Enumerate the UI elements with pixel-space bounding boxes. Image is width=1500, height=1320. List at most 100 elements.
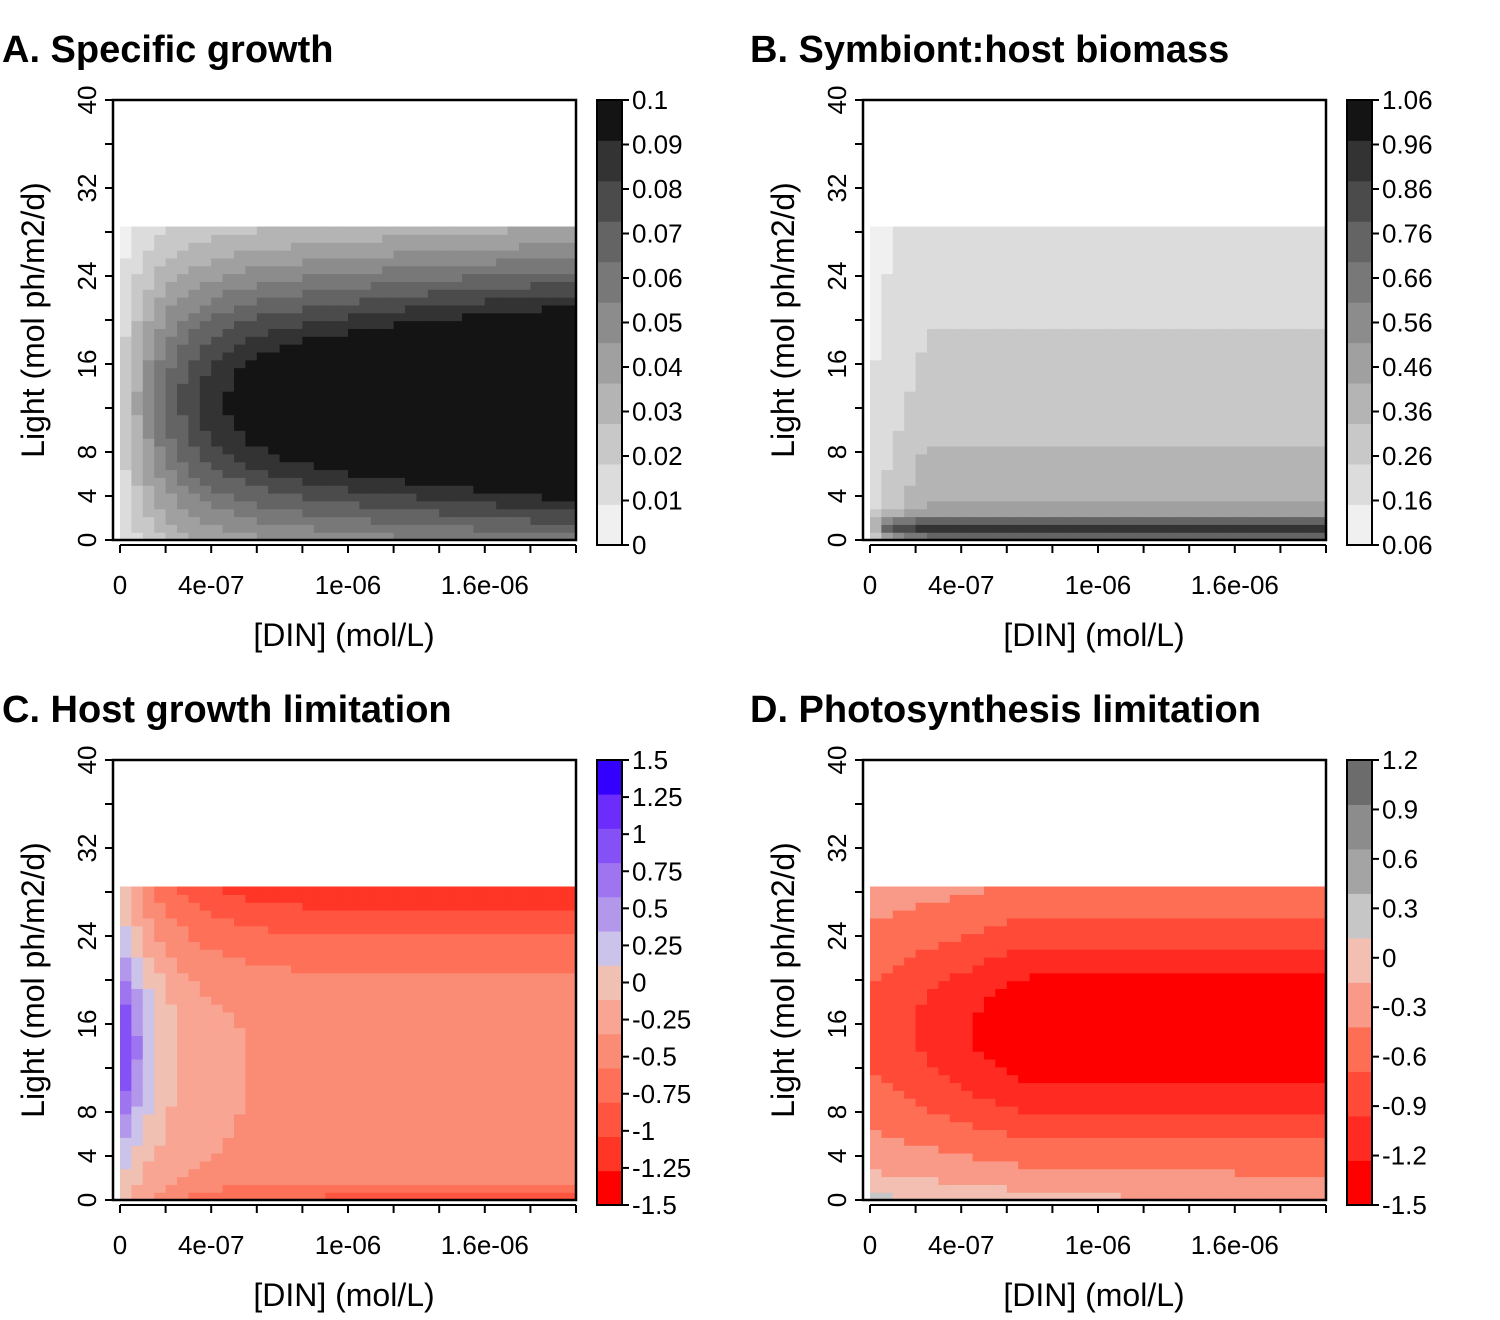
heatmap-cell [291, 320, 303, 329]
heatmap-cell [450, 902, 463, 911]
heatmap-cell [245, 250, 258, 259]
heatmap-cell [313, 257, 326, 267]
heatmap-cell [188, 328, 201, 337]
heatmap-cell [1314, 398, 1327, 408]
heatmap-cell [1291, 516, 1304, 525]
heatmap-cell [199, 980, 212, 989]
heatmap-cell [1189, 242, 1202, 251]
heatmap-cell [336, 250, 349, 259]
heatmap-cell [199, 1129, 212, 1138]
heatmap-cell [1234, 328, 1247, 337]
heatmap-cell [553, 1152, 566, 1162]
heatmap-cell [165, 461, 178, 471]
heatmap-cell [870, 524, 882, 533]
heatmap-cell [154, 1043, 167, 1052]
heatmap-cell [984, 430, 996, 439]
heatmap-cell [519, 894, 531, 903]
heatmap-cell [1018, 477, 1031, 486]
heatmap-cell [927, 414, 939, 424]
heatmap-cell [302, 957, 315, 966]
heatmap-cell [325, 902, 338, 911]
heatmap-cell [519, 398, 531, 408]
heatmap-cell [450, 957, 463, 966]
heatmap-cell [405, 328, 417, 337]
y-tick-label: 4 [72, 489, 102, 503]
heatmap-cell [541, 289, 554, 298]
heatmap-cell [256, 949, 269, 958]
heatmap-cell [450, 242, 463, 251]
heatmap-cell [1086, 430, 1099, 439]
heatmap-cell [496, 383, 509, 392]
panel-host-growth-limitation: C. Host growth limitation 0 4e-07 1e-06 1.6… [2, 689, 691, 1313]
heatmap-cell [927, 242, 939, 251]
heatmap-cell [496, 351, 509, 361]
heatmap-cell [1246, 367, 1259, 377]
heatmap-cell [416, 1192, 429, 1201]
heatmap-cell [405, 1098, 417, 1107]
heatmap-cell [291, 508, 303, 518]
heatmap-cell [302, 1027, 315, 1037]
heatmap-cell [462, 1152, 474, 1162]
heatmap-cell [507, 1168, 520, 1178]
heatmap-cell [1177, 250, 1190, 259]
heatmap-cell [256, 988, 269, 997]
heatmap-cell [393, 886, 406, 895]
heatmap-cell [268, 492, 281, 502]
heatmap-cell [131, 414, 144, 424]
heatmap-cell [279, 414, 292, 424]
heatmap-cell [165, 336, 178, 345]
heatmap-cell [473, 1168, 486, 1178]
heatmap-cell [199, 367, 212, 377]
heatmap-cell [1132, 375, 1145, 384]
heatmap-cell [370, 414, 383, 424]
heatmap-cell [313, 312, 326, 322]
heatmap-cell [291, 1019, 303, 1029]
heatmap-cell [473, 430, 486, 439]
heatmap-cell [268, 344, 281, 353]
heatmap-cell [530, 925, 543, 935]
colorbar-label: 0.1 [632, 85, 668, 115]
heatmap-cell [1166, 414, 1179, 424]
heatmap-cell [313, 281, 326, 290]
heatmap-cell [1166, 391, 1179, 400]
heatmap-cell [961, 312, 974, 322]
heatmap-cell [1269, 477, 1281, 486]
heatmap-cell [245, 1176, 258, 1185]
heatmap-cell [496, 1152, 509, 1162]
heatmap-cell [450, 964, 463, 974]
heatmap-cell [279, 532, 292, 541]
heatmap-cell [949, 359, 962, 369]
heatmap-cell [892, 398, 905, 408]
heatmap-cell [892, 485, 905, 494]
heatmap-cell [1018, 445, 1031, 455]
heatmap-cell [154, 1137, 167, 1146]
heatmap-cell [541, 964, 554, 974]
heatmap-cell [325, 1027, 338, 1037]
heatmap-cell [439, 297, 452, 306]
heatmap-cell [245, 477, 258, 486]
heatmap-cell [302, 304, 315, 314]
heatmap-cell [165, 988, 178, 997]
heatmap-cell [1041, 328, 1053, 337]
heatmap-cell [142, 1058, 155, 1068]
heatmap-cell [188, 1113, 201, 1123]
heatmap-cell [393, 304, 406, 314]
heatmap-cell [416, 1058, 429, 1068]
heatmap-cell [370, 336, 383, 345]
heatmap-cell [1212, 297, 1224, 306]
heatmap-cell [120, 1160, 132, 1170]
heatmap-cell [450, 1137, 463, 1146]
heatmap-cell [359, 949, 372, 958]
heatmap-cell [142, 910, 155, 919]
heatmap-cell [1303, 265, 1316, 275]
heatmap-cell [881, 273, 894, 282]
heatmap-cell [1234, 336, 1247, 345]
heatmap-cell [256, 375, 269, 384]
heatmap-cell [995, 461, 1008, 471]
heatmap-cell [393, 414, 406, 424]
heatmap-cell [245, 242, 258, 251]
heatmap-cell [370, 1082, 383, 1091]
heatmap-cell [1063, 398, 1076, 408]
heatmap-cell [279, 996, 292, 1005]
heatmap-cell [313, 1011, 326, 1021]
